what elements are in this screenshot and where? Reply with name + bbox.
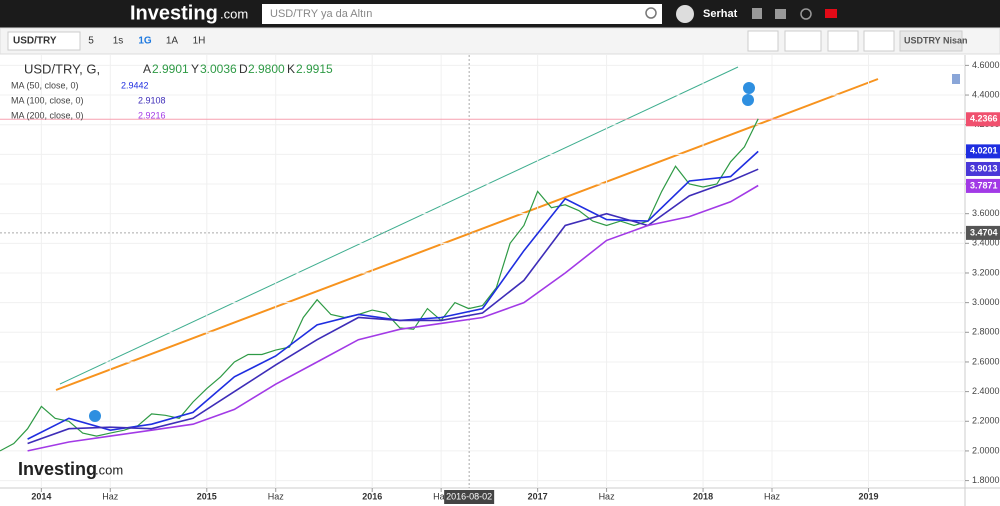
y-tick-label: 2.0000	[972, 445, 1000, 455]
y-tick-label: 3.2000	[972, 267, 1000, 277]
color-button[interactable]	[784, 30, 822, 52]
y-tick-label: 3.6000	[972, 208, 1000, 218]
interval-button[interactable]: 1s	[113, 36, 124, 47]
event-marker[interactable]	[742, 94, 754, 106]
indicator-name: MA (100, close, 0)	[11, 95, 84, 105]
series-line	[27, 184, 759, 452]
legend-title: USD/TRY, G,	[24, 61, 100, 76]
legend-value: 2.9915	[296, 62, 333, 76]
x-tick-label: Haz	[599, 491, 616, 501]
x-tick-label: 2015	[197, 491, 217, 501]
interval-button[interactable]: 1G	[138, 36, 152, 47]
price-tag	[966, 161, 1000, 176]
interval-button[interactable]: 1A	[166, 36, 179, 47]
logo-suffix: .com	[220, 6, 248, 21]
price-tag	[966, 112, 1000, 127]
y-tick-label: 1.8000	[972, 475, 1000, 485]
cloud-load-button[interactable]	[827, 30, 859, 52]
scroll-button[interactable]	[952, 74, 960, 84]
y-tick-label: 2.2000	[972, 416, 1000, 426]
x-tick-label: 2016	[362, 491, 382, 501]
x-tick-label: Haz	[433, 491, 450, 501]
avatar[interactable]	[676, 5, 694, 23]
x-tick-label: 2017	[528, 491, 548, 501]
indicator-value: 2.9216	[138, 110, 166, 120]
event-marker[interactable]	[743, 82, 755, 94]
x-tick-label: 2014	[31, 491, 51, 501]
indicator-name: MA (200, close, 0)	[11, 110, 84, 120]
y-tick-label: 2.8000	[972, 327, 1000, 337]
x-tick-label: Haz	[102, 491, 119, 501]
y-tick-label: 4.6000	[972, 60, 1000, 70]
x-tick-label: Haz	[764, 491, 781, 501]
symbol-box[interactable]	[7, 31, 81, 51]
indicator-value: 2.9442	[121, 80, 149, 90]
event-marker[interactable]	[89, 410, 101, 422]
price-tag-label: 4.2366	[970, 114, 998, 124]
indicator-name: MA (50, close, 0)	[11, 80, 79, 90]
y-tick-label: 2.4000	[972, 386, 1000, 396]
search-placeholder[interactable]: USD/TRY ya da Altın	[270, 8, 372, 20]
y-tick-label: 3.0000	[972, 297, 1000, 307]
y-tick-label: 4.4000	[972, 89, 1000, 99]
price-tag	[966, 178, 1000, 193]
legend-key: Y	[191, 62, 199, 76]
contract-button[interactable]	[899, 30, 963, 52]
bell-icon[interactable]	[752, 8, 762, 19]
watermark-logo: Investing	[18, 459, 97, 479]
x-tick-label: Haz	[268, 491, 285, 501]
clock-icon[interactable]	[800, 8, 812, 20]
snapshot-button[interactable]	[747, 30, 779, 52]
indicator-value: 2.9108	[138, 95, 166, 105]
legend-value: 3.0036	[200, 62, 237, 76]
x-tick-label: 2019	[858, 491, 878, 501]
price-tag-label: 3.4704	[970, 227, 998, 237]
symbol[interactable]: USD/TRY	[13, 36, 57, 47]
price-tag-label: 3.9013	[970, 163, 998, 173]
crosshair-date: 2016-08-02	[446, 491, 492, 501]
legend-key: D	[239, 62, 248, 76]
contract[interactable]: USDTRY Nisan	[904, 35, 968, 45]
legend-value: 2.9901	[152, 62, 189, 76]
legend-key: A	[143, 62, 151, 76]
search-box[interactable]	[262, 4, 662, 24]
trend-line	[55, 78, 879, 391]
watermark-suffix: .com	[95, 462, 123, 477]
logo: Investing	[130, 2, 218, 24]
price-tag-label: 3.7871	[970, 180, 998, 190]
price-tag	[966, 225, 1000, 240]
flag-icon[interactable]	[825, 9, 837, 18]
user-name[interactable]: Serhat	[703, 8, 738, 20]
y-tick-label: 3.4000	[972, 238, 1000, 248]
legend-value: 2.9800	[248, 62, 285, 76]
plot	[0, 55, 965, 488]
y-tick-label: 2.6000	[972, 356, 1000, 366]
cloud-save-button[interactable]	[863, 30, 895, 52]
legend-key: K	[287, 62, 295, 76]
interval-button[interactable]: 1H	[193, 36, 206, 47]
price-tag	[966, 144, 1000, 159]
price-tag-label: 4.0201	[970, 146, 998, 156]
x-tick-label: 2018	[693, 491, 713, 501]
plot-area	[0, 55, 965, 488]
interval-button[interactable]: 5	[88, 36, 94, 47]
search-icon[interactable]	[645, 7, 657, 19]
channel-line	[59, 66, 739, 385]
crosshair-date-box	[444, 490, 495, 504]
briefcase-icon[interactable]	[775, 9, 786, 19]
series-line	[0, 118, 759, 452]
